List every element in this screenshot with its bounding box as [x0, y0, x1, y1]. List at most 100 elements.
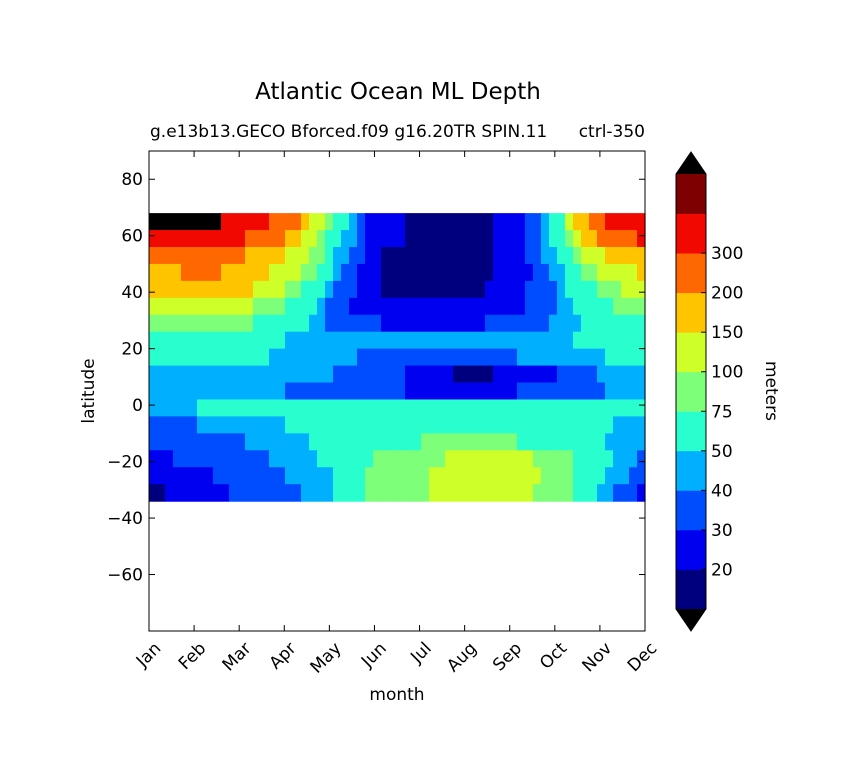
contour-cell — [373, 280, 382, 299]
contour-cell — [365, 314, 374, 333]
contour-cell — [317, 331, 326, 350]
contour-cell — [173, 331, 182, 350]
colorbar-swatch — [676, 529, 706, 570]
contour-cell — [389, 314, 398, 333]
contour-cell — [509, 314, 518, 333]
contour-cell — [533, 230, 542, 248]
contour-cell — [173, 484, 182, 502]
contour-cell — [165, 297, 174, 316]
contour-cell — [421, 314, 430, 333]
contour-cell — [453, 314, 462, 333]
contour-cell — [533, 467, 542, 485]
contour-cell — [357, 230, 366, 248]
contour-cell — [477, 484, 486, 502]
contour-cell — [613, 297, 622, 316]
contour-cell — [485, 263, 494, 282]
contour-cell — [357, 331, 366, 350]
chart-title: Atlantic Ocean ML Depth — [255, 79, 541, 105]
contour-cell — [245, 416, 254, 434]
contour-cell — [621, 263, 630, 282]
contour-cell — [157, 348, 166, 367]
contour-cell — [509, 433, 518, 451]
contour-cell — [317, 433, 326, 451]
contour-cell — [325, 213, 334, 231]
contour-cell — [565, 280, 574, 299]
contour-cell — [189, 297, 198, 316]
colorbar-swatch — [676, 174, 706, 214]
contour-cell — [245, 280, 254, 299]
contour-cell — [213, 213, 222, 231]
contour-cell — [213, 416, 222, 434]
contour-cell — [557, 399, 566, 418]
contour-cell — [221, 399, 230, 418]
contour-cell — [501, 314, 510, 333]
contour-cell — [205, 230, 214, 248]
contour-cell — [509, 230, 518, 248]
contour-cell — [573, 484, 582, 502]
contour-cell — [429, 230, 438, 248]
contour-cell — [445, 382, 454, 401]
contour-cell — [277, 450, 286, 468]
contour-cell — [469, 247, 478, 265]
contour-cell — [565, 230, 574, 248]
contour-cell — [581, 280, 590, 299]
contour-cell — [509, 263, 518, 282]
contour-cell — [229, 467, 238, 485]
contour-cell — [405, 314, 414, 333]
contour-cell — [181, 314, 190, 333]
contour-cell — [621, 331, 630, 350]
contour-cell — [245, 484, 254, 502]
contour-cell — [253, 433, 262, 451]
contour-cell — [333, 467, 342, 485]
contour-cell — [221, 433, 230, 451]
contour-cell — [261, 365, 270, 384]
colorbar-tick-label: 300 — [711, 244, 743, 264]
contour-cell — [453, 416, 462, 434]
contour-cell — [245, 450, 254, 468]
contour-cell — [157, 263, 166, 282]
contour-cell — [149, 450, 158, 468]
x-axis-label: month — [369, 685, 424, 705]
contour-cell — [333, 365, 342, 384]
contour-cell — [317, 314, 326, 333]
contour-cell — [413, 331, 422, 350]
contour-cell — [253, 348, 262, 367]
contour-cell — [533, 433, 542, 451]
contour-cell — [301, 314, 310, 333]
contour-cell — [621, 247, 630, 265]
contour-cell — [237, 416, 246, 434]
contour-cell — [557, 280, 566, 299]
contour-cell — [485, 365, 494, 384]
contour-cell — [317, 382, 326, 401]
contour-cell — [493, 348, 502, 367]
contour-cell — [245, 331, 254, 350]
contour-cell — [557, 297, 566, 316]
contour-cell — [573, 297, 582, 316]
contour-cell — [589, 280, 598, 299]
contour-cell — [413, 450, 422, 468]
contour-cell — [429, 331, 438, 350]
contour-cell — [429, 297, 438, 316]
contour-cell — [397, 450, 406, 468]
contour-cell — [285, 467, 294, 485]
contour-cell — [629, 213, 638, 231]
contour-cell — [309, 213, 318, 231]
contour-cell — [333, 382, 342, 401]
contour-cell — [525, 263, 534, 282]
y-tick-label: −20 — [107, 453, 143, 473]
contour-cell — [269, 484, 278, 502]
contour-cell — [557, 433, 566, 451]
contour-cell — [237, 263, 246, 282]
contour-cell — [309, 348, 318, 367]
contour-cell — [165, 314, 174, 333]
contour-cell — [213, 450, 222, 468]
contour-cell — [157, 450, 166, 468]
contour-cell — [157, 382, 166, 401]
contour-cell — [613, 484, 622, 502]
contour-cell — [309, 230, 318, 248]
contour-cell — [549, 247, 558, 265]
contour-cell — [589, 467, 598, 485]
y-tick-label: 40 — [121, 283, 143, 303]
contour-cell — [549, 484, 558, 502]
